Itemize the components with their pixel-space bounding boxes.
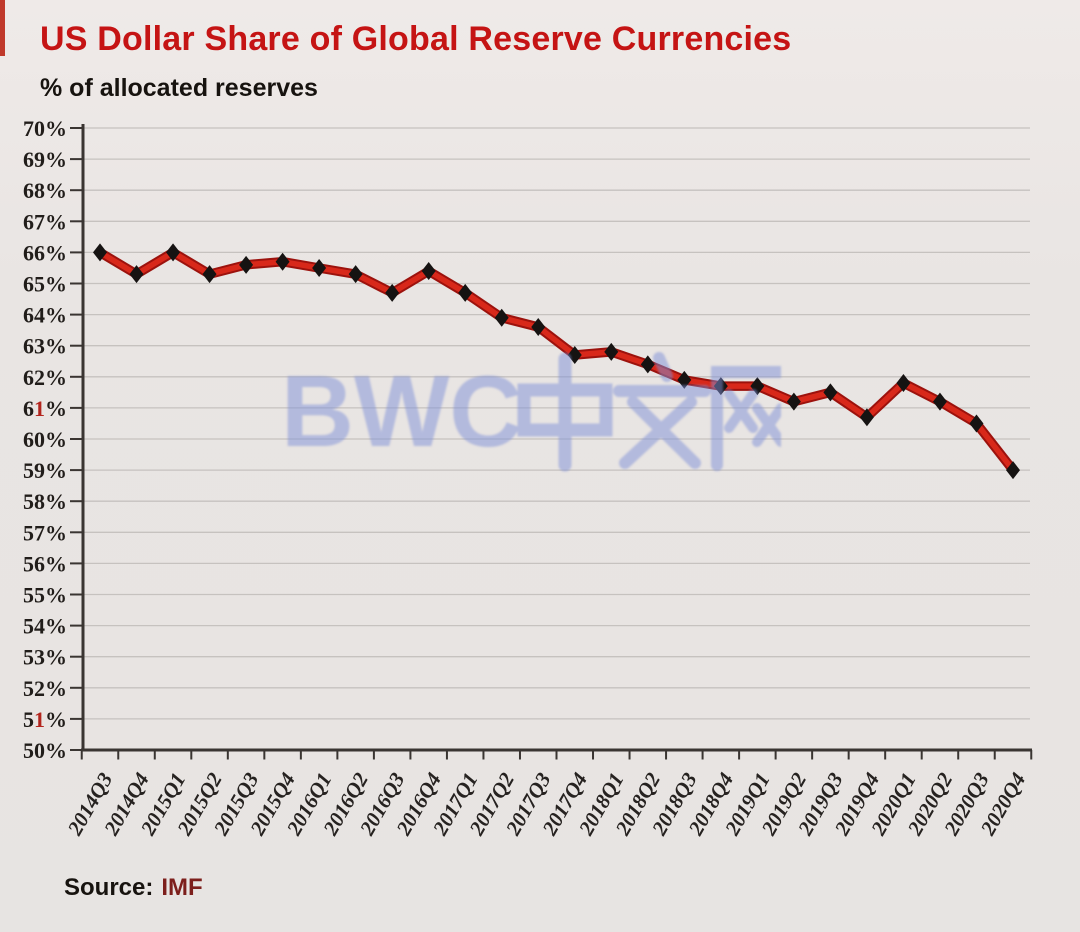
y-tick-label: 65% <box>23 272 67 297</box>
y-tick-label: 69% <box>23 147 67 172</box>
y-tick-label: 52% <box>23 676 67 701</box>
chart-title: US Dollar Share of Global Reserve Curren… <box>40 20 792 58</box>
data-point-marker <box>275 252 290 271</box>
y-tick-label: 51% <box>23 707 67 732</box>
data-point-marker <box>421 262 436 281</box>
data-point-marker <box>166 243 181 262</box>
data-point-marker <box>93 243 107 262</box>
data-point-marker <box>859 408 874 427</box>
data-point-marker <box>969 414 984 433</box>
data-point-marker <box>348 265 363 284</box>
data-point-marker <box>823 383 838 402</box>
y-tick-label: 54% <box>23 614 67 639</box>
data-point-marker <box>202 265 217 284</box>
data-point-marker <box>239 255 254 274</box>
data-point-marker <box>896 374 911 393</box>
y-tick-label: 62% <box>23 365 67 390</box>
data-point-marker <box>677 370 692 389</box>
data-point-marker <box>494 308 509 327</box>
source-value: IMF <box>161 874 203 901</box>
data-point-marker <box>640 355 655 374</box>
y-tick-label: 55% <box>23 583 67 608</box>
data-point-marker <box>458 283 473 302</box>
data-point-marker <box>129 265 144 284</box>
source-note: Source: IMF <box>64 874 203 902</box>
data-point-marker <box>604 342 619 361</box>
chart-subtitle: % of allocated reserves <box>40 74 318 102</box>
data-point-marker <box>312 258 327 277</box>
data-point-marker <box>1006 461 1020 480</box>
data-point-marker <box>531 318 546 337</box>
y-tick-label: 68% <box>23 178 67 203</box>
y-tick-label: 60% <box>23 427 67 452</box>
y-tick-label: 64% <box>23 303 67 328</box>
y-tick-label: 66% <box>23 240 67 265</box>
data-line <box>97 249 1016 473</box>
y-tick-label: 56% <box>23 551 67 576</box>
y-tick-label: 59% <box>23 458 67 483</box>
data-point-marker <box>932 392 947 411</box>
y-tick-label: 63% <box>23 334 67 359</box>
corner-red-stripe <box>0 0 5 56</box>
y-tick-label: 50% <box>23 738 67 763</box>
y-tick-label: 53% <box>23 645 67 670</box>
y-tick-label: 58% <box>23 489 67 514</box>
data-line-edge <box>95 247 1018 475</box>
y-tick-label: 57% <box>23 520 67 545</box>
data-point-marker <box>385 283 400 302</box>
y-tick-label: 70% <box>23 116 67 141</box>
y-tick-label: 61% <box>23 396 67 421</box>
source-label: Source: <box>64 874 154 901</box>
data-point-marker <box>713 377 728 396</box>
y-tick-label: 67% <box>23 209 67 234</box>
